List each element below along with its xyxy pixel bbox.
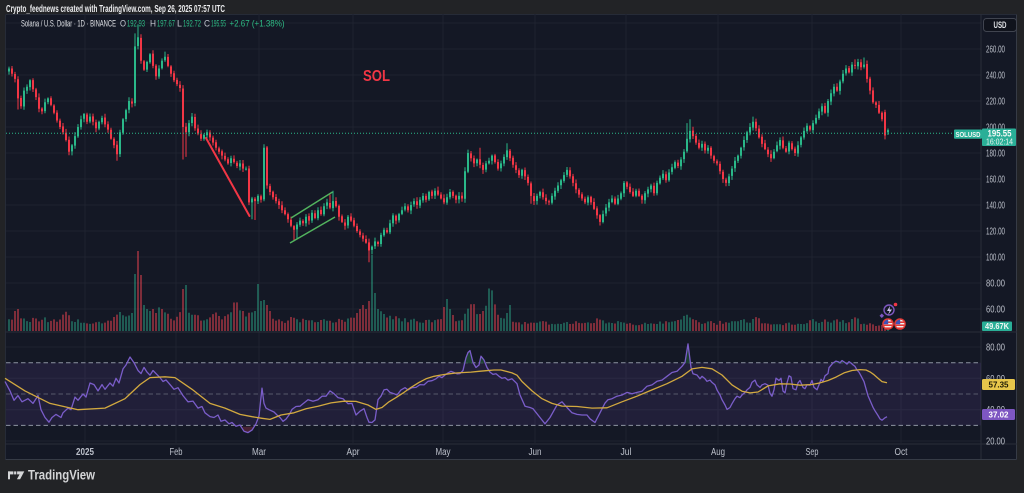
svg-text:SOLUSD: SOLUSD	[956, 130, 981, 139]
svg-text:160.00: 160.00	[986, 175, 1005, 186]
svg-text:16:02:14: 16:02:14	[986, 137, 1013, 146]
svg-text:240.00: 240.00	[986, 71, 1005, 82]
svg-text:192.72: 192.72	[183, 19, 201, 30]
svg-text:H: H	[150, 19, 156, 30]
svg-text:USD: USD	[994, 20, 1007, 30]
svg-text:37.02: 37.02	[989, 410, 1009, 420]
svg-text:80.00: 80.00	[986, 343, 1005, 354]
svg-text:49.67K: 49.67K	[985, 321, 1010, 331]
svg-text:80.00: 80.00	[986, 279, 1005, 290]
svg-text:Apr: Apr	[347, 447, 361, 458]
svg-text:L: L	[177, 19, 182, 30]
svg-text:197.67: 197.67	[157, 19, 175, 30]
svg-text:100.00: 100.00	[986, 253, 1005, 264]
svg-text:Aug: Aug	[711, 447, 725, 458]
svg-text:140.00: 140.00	[986, 201, 1005, 212]
svg-text:Feb: Feb	[170, 447, 183, 458]
svg-text:Crypto_feednews created with T: Crypto_feednews created with TradingView…	[6, 4, 225, 15]
svg-text:May: May	[436, 447, 451, 458]
svg-text:Mar: Mar	[252, 447, 267, 458]
svg-text:195.55: 195.55	[211, 19, 226, 30]
svg-text:180.00: 180.00	[986, 149, 1005, 160]
svg-text:57.35: 57.35	[989, 380, 1009, 390]
svg-text:20.00: 20.00	[986, 437, 1005, 448]
svg-text:Sep: Sep	[806, 447, 819, 458]
svg-text:O: O	[120, 19, 126, 30]
svg-text:Solana / U.S. Dollar · 1D · BI: Solana / U.S. Dollar · 1D · BINANCE	[21, 19, 116, 30]
svg-text:+2.67 (+1.38%): +2.67 (+1.38%)	[230, 19, 285, 30]
svg-text:TradingView: TradingView	[28, 468, 95, 483]
svg-text:SOL: SOL	[363, 68, 390, 85]
svg-text:120.00: 120.00	[986, 227, 1005, 238]
svg-text:2025: 2025	[76, 447, 94, 458]
svg-text:Jul: Jul	[621, 447, 632, 458]
svg-text:260.00: 260.00	[986, 45, 1005, 56]
svg-text:192.93: 192.93	[127, 19, 145, 30]
svg-text:195.55: 195.55	[988, 128, 1012, 138]
svg-text:Oct: Oct	[895, 447, 908, 458]
svg-text:60.00: 60.00	[986, 305, 1005, 316]
svg-text:C: C	[204, 19, 210, 30]
svg-text:Jun: Jun	[529, 447, 542, 458]
svg-text:220.00: 220.00	[986, 97, 1005, 108]
svg-text:200.00: 200.00	[986, 123, 1005, 134]
